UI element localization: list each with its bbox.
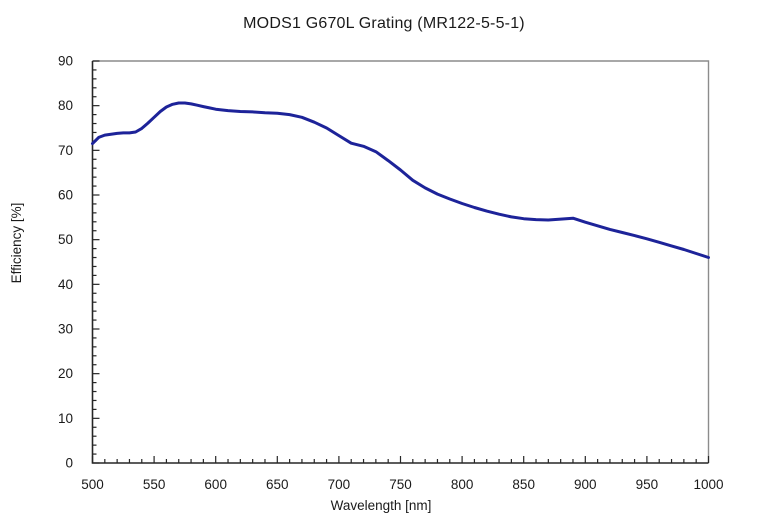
x-tick-label: 900 bbox=[574, 477, 597, 492]
y-axis-label: Efficiency [%] bbox=[9, 203, 24, 284]
x-tick-label: 800 bbox=[451, 477, 474, 492]
y-tick-label: 90 bbox=[58, 54, 73, 69]
efficiency-curve bbox=[91, 101, 710, 259]
y-tick-label: 40 bbox=[58, 277, 73, 292]
frame-top-right bbox=[92, 60, 710, 463]
plot-frame bbox=[91, 60, 710, 464]
x-tick-label: 750 bbox=[389, 477, 412, 492]
y-tick-label: 60 bbox=[58, 188, 73, 203]
x-tick-label: 700 bbox=[328, 477, 351, 492]
y-tick-label: 30 bbox=[58, 322, 73, 337]
frame-axes bbox=[91, 61, 709, 464]
x-tick-label: 650 bbox=[266, 477, 289, 492]
x-tick-label: 600 bbox=[204, 477, 227, 492]
x-axis-label: Wavelength [nm] bbox=[331, 498, 432, 513]
chart-title: MODS1 G670L Grating (MR122-5-5-1) bbox=[243, 15, 525, 32]
y-tick-label: 0 bbox=[65, 456, 73, 471]
y-tick-label: 70 bbox=[58, 143, 73, 158]
x-tick-label: 950 bbox=[636, 477, 659, 492]
y-tick-label: 20 bbox=[58, 366, 73, 381]
x-tick-label: 500 bbox=[81, 477, 104, 492]
x-tick-label: 1000 bbox=[693, 477, 723, 492]
tick-labels: 500 550 600 650 700 750 800 850 900 950 1000 0 10 20 3… bbox=[58, 54, 724, 493]
series-line-grating-efficiency bbox=[91, 101, 710, 259]
x-tick-label: 550 bbox=[143, 477, 166, 492]
axis-ticks bbox=[91, 60, 710, 464]
y-tick-label: 80 bbox=[58, 98, 73, 113]
y-tick-label: 50 bbox=[58, 232, 73, 247]
x-tick-label: 850 bbox=[512, 477, 535, 492]
y-tick-label: 10 bbox=[58, 411, 73, 426]
